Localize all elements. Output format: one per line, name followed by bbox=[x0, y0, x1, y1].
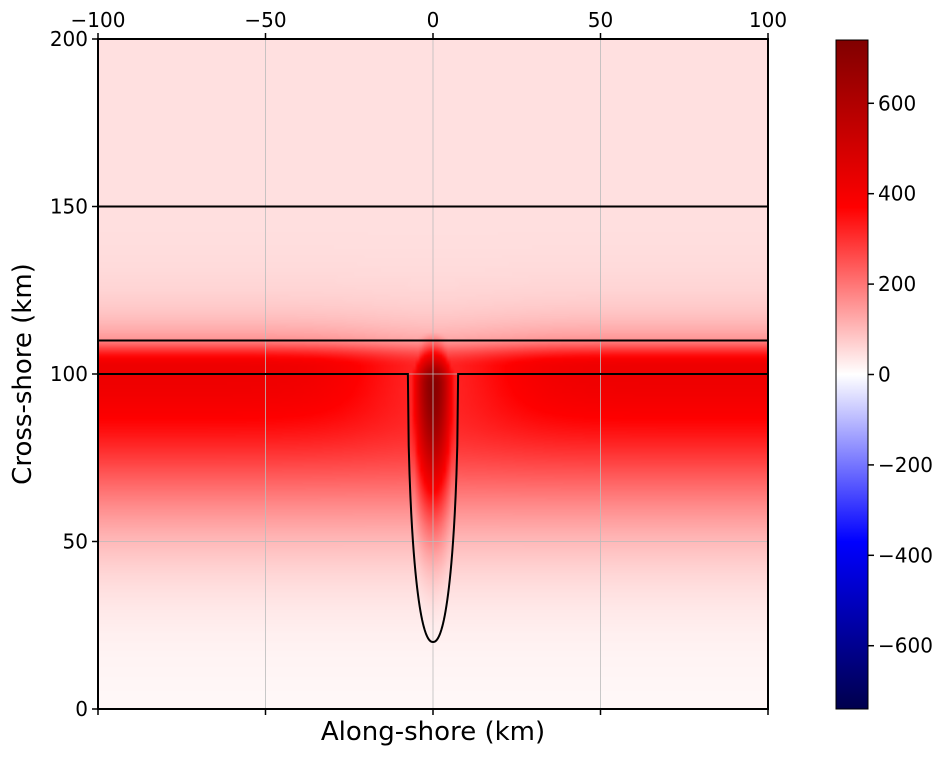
y-axis-ticks: 0 50 100 150 200 bbox=[50, 27, 98, 721]
colorbar: −600 −400 −200 0 200 400 600 bbox=[835, 39, 933, 710]
x-tick-label: −50 bbox=[244, 8, 286, 32]
colorbar-ticks: −600 −400 −200 0 200 400 600 bbox=[868, 91, 933, 658]
x-tick-label: 0 bbox=[427, 8, 440, 32]
y-tick-label: 0 bbox=[75, 697, 88, 721]
y-tick-label: 150 bbox=[50, 195, 88, 219]
colorbar-tick-label: −200 bbox=[878, 453, 933, 477]
colorbar-tick-label: 200 bbox=[878, 272, 916, 296]
plot-area bbox=[97, 38, 769, 710]
y-axis-title: Cross-shore (km) bbox=[8, 263, 38, 485]
y-tick-label: 50 bbox=[63, 530, 88, 554]
contour-lines bbox=[98, 205, 768, 644]
coastline-canyon-contour bbox=[98, 373, 768, 644]
colorbar-tick-label: 0 bbox=[878, 363, 891, 387]
x-tick-label: 100 bbox=[749, 8, 787, 32]
x-tick-label: −100 bbox=[71, 8, 126, 32]
colorbar-tick-label: 600 bbox=[878, 91, 916, 115]
y-tick-label: 200 bbox=[50, 27, 88, 51]
x-tick-label: 50 bbox=[588, 8, 613, 32]
colorbar-tick-label: −400 bbox=[878, 543, 933, 567]
x-axis-ticks: −100 −50 0 50 100 bbox=[71, 8, 787, 715]
colorbar-gradient bbox=[835, 39, 869, 710]
colorbar-tick-label: 400 bbox=[878, 182, 916, 206]
x-axis-title: Along-shore (km) bbox=[321, 717, 545, 747]
colorbar-tick-label: −600 bbox=[878, 634, 933, 658]
y-tick-label: 100 bbox=[50, 362, 88, 386]
